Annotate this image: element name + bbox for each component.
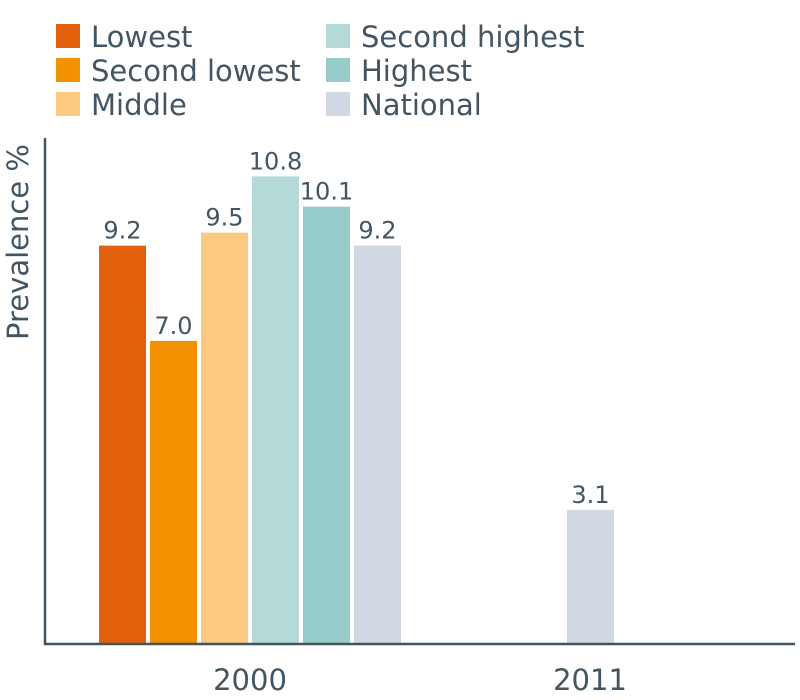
legend-label-middle: Middle bbox=[91, 88, 187, 122]
bars-group bbox=[99, 176, 614, 645]
data-label-second-lowest-2000: 7.0 bbox=[154, 312, 192, 340]
legend-swatch-second-lowest bbox=[56, 58, 80, 82]
data-labels-group: 9.27.09.510.810.19.23.1 bbox=[103, 147, 609, 508]
legend-label-lowest: Lowest bbox=[91, 20, 192, 54]
data-label-second-highest-2000: 10.8 bbox=[249, 147, 302, 175]
y-axis-title: Prevalence % bbox=[1, 144, 35, 340]
x-tick-label-2000: 2000 bbox=[213, 663, 287, 697]
data-label-national-2000: 9.2 bbox=[358, 217, 396, 245]
bar-second-highest-2000 bbox=[252, 176, 299, 645]
data-label-lowest-2000: 9.2 bbox=[103, 217, 141, 245]
bar-second-lowest-2000 bbox=[150, 340, 197, 644]
x-tick-label-2011: 2011 bbox=[553, 663, 627, 697]
data-label-national-2011: 3.1 bbox=[571, 481, 609, 509]
legend-label-second-lowest: Second lowest bbox=[91, 54, 301, 88]
data-label-middle-2000: 9.5 bbox=[205, 204, 243, 232]
legend-label-national: National bbox=[361, 88, 482, 122]
bar-national-2000 bbox=[354, 245, 401, 644]
legend-swatch-lowest bbox=[56, 24, 80, 48]
legend-swatch-national bbox=[326, 92, 350, 116]
legend-label-second-highest: Second highest bbox=[361, 20, 585, 54]
legend-swatch-highest bbox=[326, 58, 350, 82]
bar-national-2011 bbox=[567, 509, 614, 644]
legend-label-highest: Highest bbox=[361, 54, 472, 88]
bar-lowest-2000 bbox=[99, 245, 146, 644]
x-axis-ticks: 2000 2011 bbox=[213, 663, 627, 697]
bar-highest-2000 bbox=[303, 206, 350, 645]
data-label-highest-2000: 10.1 bbox=[300, 178, 353, 206]
legend-swatch-second-highest bbox=[326, 24, 350, 48]
bar-middle-2000 bbox=[201, 232, 248, 644]
legend-swatch-middle bbox=[56, 92, 80, 116]
